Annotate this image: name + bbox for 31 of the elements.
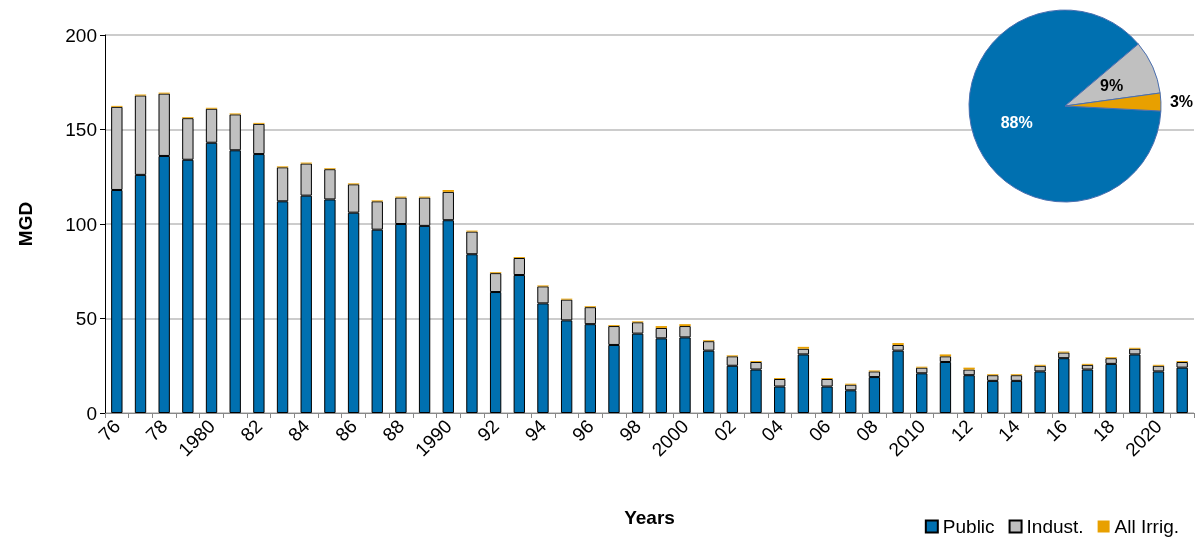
x-tick-label: 94 [520,415,551,446]
bar [1081,369,1094,413]
legend-label: Public [942,516,995,537]
x-tick-label: 86 [331,415,361,446]
x-tick-label: 02 [710,415,740,446]
y-tick-label: 200 [65,24,97,46]
x-tick-label: 84 [283,415,314,446]
x-tick-label: 12 [946,415,977,446]
x-tick-label: 98 [615,415,646,446]
data-label: 9% [1100,76,1124,94]
data-label: 3% [1169,93,1194,111]
x-tick-label: 78 [141,415,172,446]
data-label: 88% [1000,113,1033,131]
y-tick-label: 50 [75,308,97,329]
x-tick-label: 14 [994,415,1024,446]
legend-label: All Irrig. [1114,516,1180,537]
x-tick-label: 92 [473,415,504,446]
x-tick-label: 16 [1041,415,1072,446]
x-tick-label: 88 [378,415,409,446]
y-tick-label: 100 [65,213,97,235]
y-tick-label: 0 [86,402,97,424]
x-tick-label: 82 [236,415,267,446]
x-tick-label: 08 [852,415,882,446]
x-axis-title: Years [624,507,675,528]
x-tick-label: 18 [1088,415,1119,446]
legend-label: Indust. [1026,516,1084,537]
x-tick-label: 96 [567,415,598,446]
x-tick-label: 06 [804,415,835,446]
x-tick-label: 04 [757,415,788,446]
y-tick-label: 150 [65,119,97,140]
y-axis-title: MGD [15,201,36,247]
